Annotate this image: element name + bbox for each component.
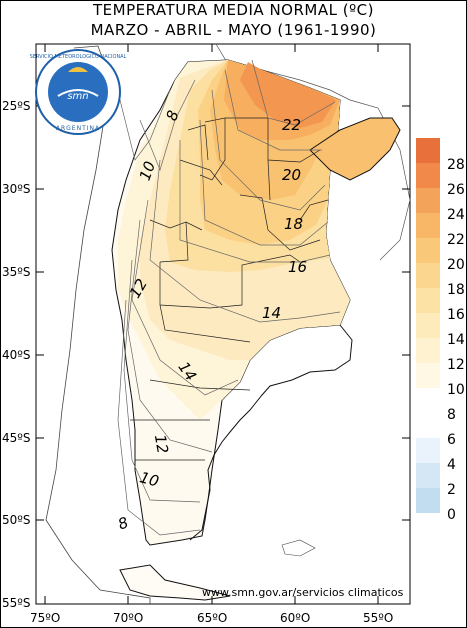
isotherm-label: 12: [151, 433, 172, 455]
legend-swatch: [416, 413, 440, 438]
legend-swatch: [416, 163, 440, 188]
legend-swatch: [416, 388, 440, 413]
map-title: TEMPERATURA MEDIA NORMAL (ºC): [93, 1, 374, 19]
isotherm-lines: [117, 59, 341, 536]
isotherm-label: 20: [282, 166, 301, 184]
lon-label: 70ºO: [113, 611, 143, 625]
lat-label: 40ºS: [2, 348, 31, 362]
lat-label: 45ºS: [2, 431, 31, 445]
legend-label: 4: [447, 457, 456, 473]
isotherm-label: 16: [288, 258, 307, 276]
legend-swatch: [416, 213, 440, 238]
legend-label: 28: [447, 157, 465, 173]
smn-logo: smn SERVICIO METEOROLOGICO NACIONAL ARGE…: [30, 49, 127, 135]
lat-label: 30ºS: [2, 182, 31, 196]
lon-label: 55ºO: [363, 611, 393, 625]
lat-label: 25ºS: [2, 99, 31, 113]
lat-label: 55ºS: [2, 596, 31, 610]
legend-label: 2: [447, 482, 456, 498]
logo-arc-text: SERVICIO METEOROLOGICO NACIONAL: [30, 54, 127, 60]
isotherm-label: 22: [282, 116, 301, 134]
legend-label: 26: [447, 182, 465, 198]
legend-label: 22: [447, 232, 465, 248]
legend-label: 24: [447, 207, 465, 223]
legend-label: 16: [447, 307, 465, 323]
lat-label: 50ºS: [2, 513, 31, 527]
legend-label: 6: [447, 432, 456, 448]
legend-swatch: [416, 338, 440, 363]
legend-label: 18: [447, 282, 465, 298]
lat-label: 35ºS: [2, 265, 31, 279]
latitude-axis: 25ºS 30ºS 35ºS 40ºS 45ºS 50ºS 55ºS: [2, 99, 31, 610]
longitude-axis: 75ºO 70ºO 65ºO 60ºO 55ºO: [30, 611, 393, 625]
legend-swatch: [416, 263, 440, 288]
isotherm-label: 10: [138, 468, 161, 490]
map-subtitle: MARZO - ABRIL - MAYO (1961-1990): [90, 21, 377, 39]
legend-label: 12: [447, 357, 465, 373]
isotherm-label: 18: [284, 215, 303, 233]
legend-swatch: [416, 238, 440, 263]
lon-label: 60ºO: [280, 611, 310, 625]
legend-swatch: [416, 488, 440, 513]
legend-swatch: [416, 363, 440, 388]
lon-ticks: [44, 44, 379, 604]
legend-swatch: [416, 438, 440, 463]
temperature-fill: [111, 59, 401, 601]
legend-swatch: [416, 138, 440, 163]
isotherm-labels: 22 20 18 16 14 12 10 8 14 12 10 8: [116, 108, 307, 534]
legend-label: 8: [447, 407, 456, 423]
lat-ticks: [36, 105, 410, 521]
lon-label: 75ºO: [30, 611, 60, 625]
legend-label: 0: [447, 507, 456, 523]
legend-swatch: [416, 463, 440, 488]
legend-label: 10: [447, 382, 465, 398]
logo-bottom-text: ARGENTINA: [56, 125, 100, 132]
legend-label: 20: [447, 257, 465, 273]
lon-label: 65ºO: [197, 611, 227, 625]
legend-label: 14: [447, 332, 465, 348]
legend-swatch: [416, 188, 440, 213]
atlantic-coast: [189, 324, 353, 541]
source-text: www.smn.gov.ar/servicios climaticos: [202, 586, 404, 599]
province-borders: [130, 117, 329, 461]
legend-swatch: [416, 313, 440, 338]
isotherm-label: 14: [262, 304, 281, 322]
legend-swatch: [416, 288, 440, 313]
isotherm-label: 10: [136, 159, 159, 183]
logo-center-text: smn: [67, 91, 88, 102]
